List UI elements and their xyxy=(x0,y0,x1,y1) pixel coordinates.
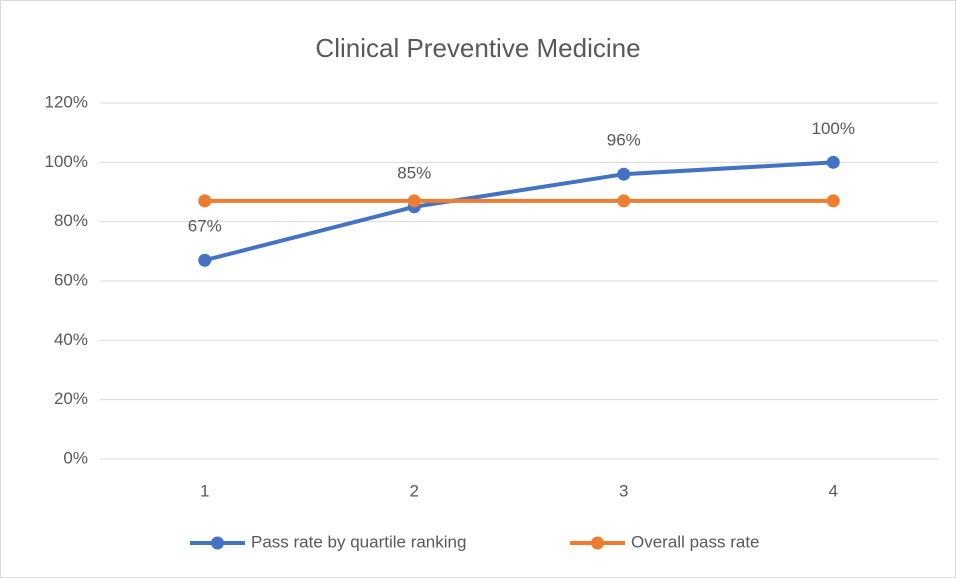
y-tick-label: 20% xyxy=(54,389,88,408)
point xyxy=(826,194,840,208)
chart-title: Clinical Preventive Medicine xyxy=(315,33,640,63)
y-tick-label: 60% xyxy=(54,270,88,289)
data-label: 85% xyxy=(397,163,431,182)
data-label: 100% xyxy=(812,119,855,138)
data-label: 67% xyxy=(188,217,222,236)
y-tick-label: 40% xyxy=(54,330,88,349)
point xyxy=(407,194,421,208)
legend-label: Overall pass rate xyxy=(631,532,760,551)
data-label: 96% xyxy=(607,131,641,150)
point xyxy=(198,253,212,267)
series-line xyxy=(204,160,834,263)
x-tick-label: 3 xyxy=(619,481,628,500)
y-tick-label: 120% xyxy=(45,92,88,111)
legend-marker xyxy=(591,536,604,550)
legend-marker xyxy=(211,536,224,550)
point xyxy=(617,167,631,181)
y-tick-label: 100% xyxy=(45,152,88,171)
y-tick-label: 0% xyxy=(63,448,88,467)
x-tick-label: 1 xyxy=(200,481,209,500)
point xyxy=(826,155,840,169)
point xyxy=(198,194,212,208)
x-tick-label: 2 xyxy=(410,481,419,500)
legend-label: Pass rate by quartile ranking xyxy=(251,532,466,551)
point xyxy=(617,194,631,208)
y-tick-label: 80% xyxy=(54,211,88,230)
x-tick-label: 4 xyxy=(829,481,838,500)
